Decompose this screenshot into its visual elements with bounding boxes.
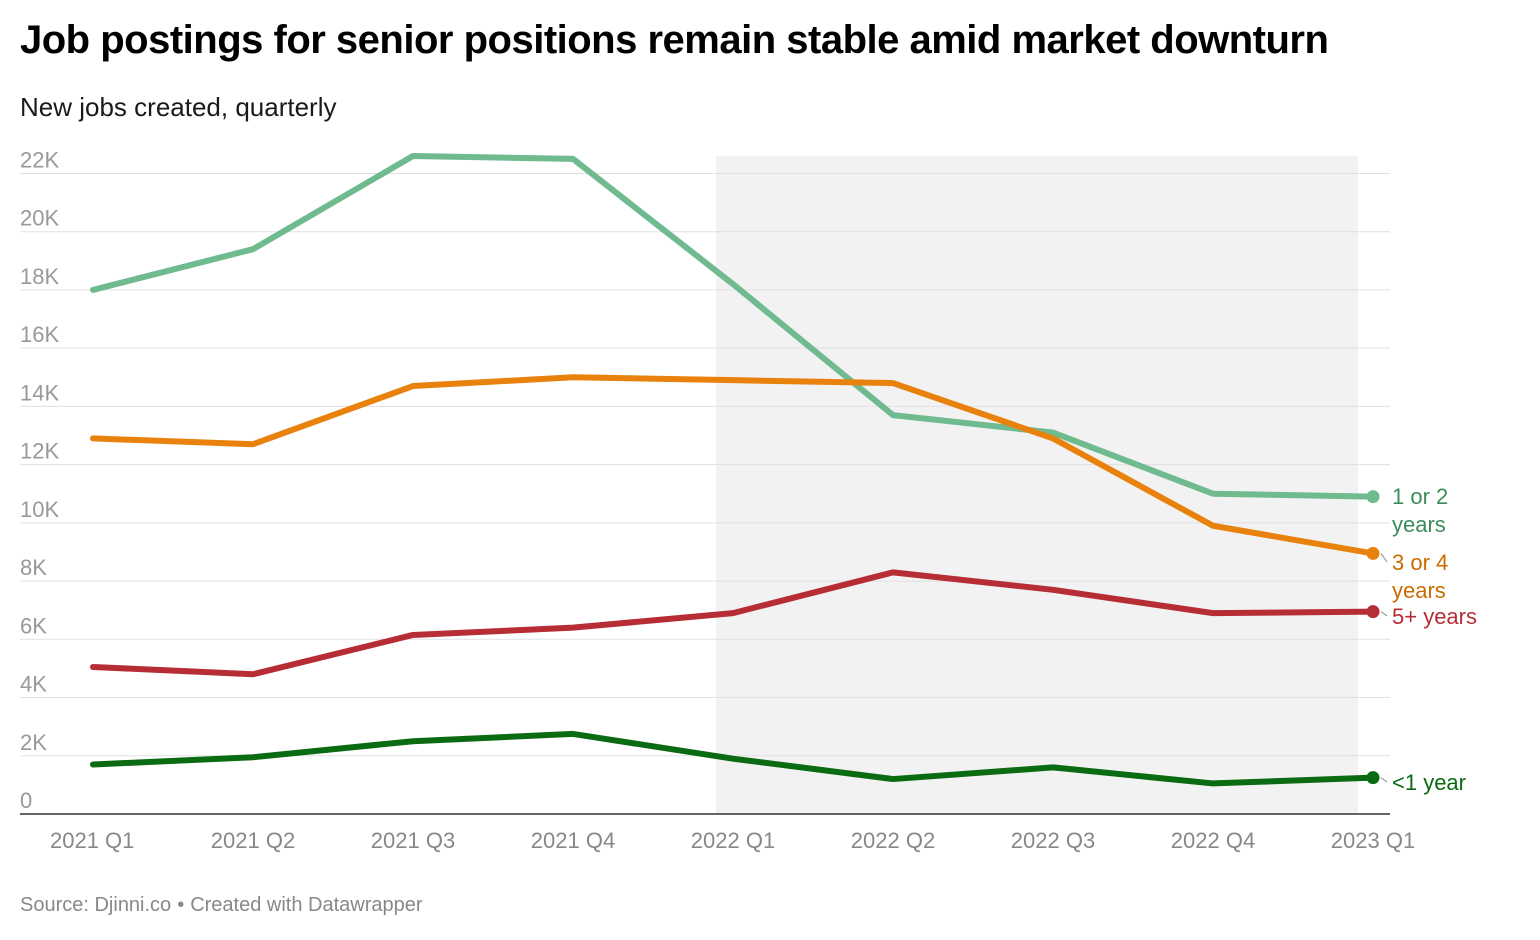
x-tick-label: 2023 Q1 — [1331, 828, 1415, 853]
y-tick-label: 2K — [20, 730, 47, 755]
x-tick-label: 2022 Q3 — [1011, 828, 1095, 853]
x-axis: 2021 Q1 2021 Q2 2021 Q3 2021 Q4 2022 Q1 2022 … — [50, 828, 1415, 853]
series-label-line: <1 year — [1392, 770, 1466, 795]
y-axis: 0 2K 4K 6K 8K 10K 12K 14K 16K 18K 20K 22K — [20, 147, 59, 813]
x-tick-label: 2022 Q4 — [1171, 828, 1255, 853]
chart-footer: Source: Djinni.co • Created with Datawrapp… — [20, 894, 423, 917]
x-tick-label: 2021 Q4 — [531, 828, 615, 853]
y-tick-label: 22K — [20, 147, 59, 172]
x-tick-label: 2021 Q1 — [50, 828, 134, 853]
credit-note: Created with Datawrapper — [190, 894, 423, 916]
y-tick-label: 0 — [20, 788, 32, 813]
y-tick-label: 6K — [20, 613, 47, 638]
x-tick-label: 2022 Q2 — [851, 828, 935, 853]
series-end-point — [1366, 605, 1380, 619]
shaded-region — [716, 156, 1358, 814]
y-tick-label: 16K — [20, 322, 59, 347]
label-connector — [1380, 777, 1388, 783]
x-tick-label: 2022 Q1 — [691, 828, 775, 853]
label-connector — [1380, 553, 1388, 563]
series-line — [90, 153, 1376, 500]
label-connector — [1380, 611, 1388, 617]
x-tick-label: 2021 Q3 — [371, 828, 455, 853]
series-label: <1 year — [1392, 770, 1466, 795]
series-label-line: 1 or 2 — [1392, 484, 1448, 509]
y-tick-label: 12K — [20, 439, 59, 464]
series-label: 3 or 4 years — [1392, 550, 1448, 603]
y-tick-label: 10K — [20, 497, 59, 522]
chart-title: Job postings for senior positions remain… — [20, 18, 1329, 62]
footer-separator: • — [177, 894, 185, 916]
series-label-line: 3 or 4 — [1392, 550, 1448, 575]
gridlines — [20, 172, 1390, 815]
y-tick-label: 20K — [20, 206, 59, 231]
source-note: Source: Djinni.co — [20, 894, 172, 916]
series-line — [90, 569, 1376, 678]
series-line — [90, 730, 1376, 787]
series-end-point — [1366, 490, 1380, 504]
y-tick-label: 4K — [20, 672, 47, 697]
y-tick-label: 18K — [20, 264, 59, 289]
shaded-period — [716, 156, 1358, 814]
series-lines — [90, 153, 1380, 787]
series-label-line: 5+ years — [1392, 604, 1477, 629]
x-tick-label: 2021 Q2 — [211, 828, 295, 853]
y-tick-label: 14K — [20, 380, 59, 405]
series-end-point — [1366, 771, 1380, 785]
series-line — [90, 374, 1376, 557]
chart-subtitle: New jobs created, quarterly — [20, 92, 337, 122]
series-label: 1 or 2 years — [1392, 484, 1448, 537]
series-label-line: years — [1392, 578, 1446, 603]
series-end-point — [1366, 546, 1380, 560]
series-label-line: years — [1392, 512, 1446, 537]
y-tick-label: 8K — [20, 555, 47, 580]
series-label: 5+ years — [1392, 604, 1477, 629]
